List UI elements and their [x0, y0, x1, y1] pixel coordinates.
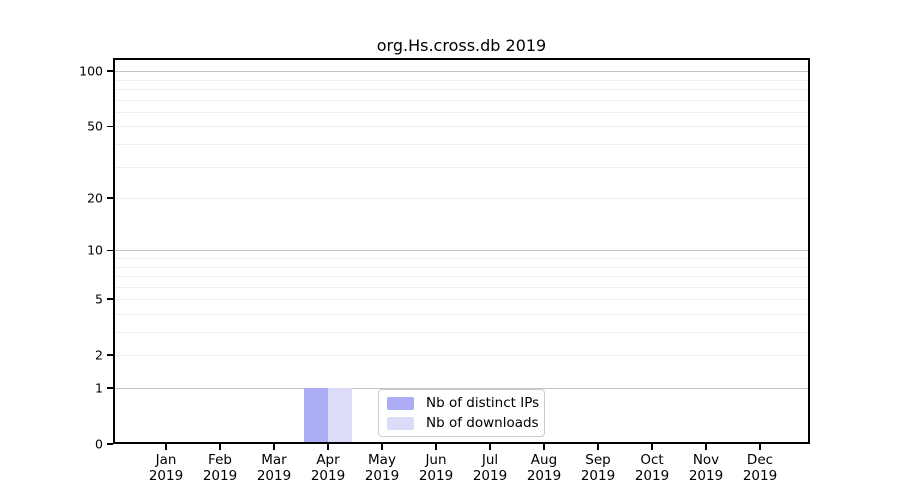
x-tick-label-mar: Mar 2019 [257, 452, 291, 484]
year-label: 2019 [148, 468, 184, 484]
legend-label-distinct-ips: Nb of distinct IPs [426, 395, 540, 411]
year-label: 2019 [472, 468, 508, 484]
gridline-minor [113, 286, 810, 288]
x-tick-jun [435, 444, 437, 450]
y-tick-label-50: 50 [87, 118, 103, 134]
legend-label-downloads: Nb of downloads [426, 415, 539, 431]
x-tick-jan [165, 444, 167, 450]
month-label: Apr [316, 452, 340, 468]
x-tick-label-oct: Oct 2019 [635, 452, 669, 484]
year-label: 2019 [634, 468, 670, 484]
gridline-minor [113, 198, 810, 200]
y-tick-label-0: 0 [95, 436, 103, 452]
x-tick-mar [273, 444, 275, 450]
gridline-major [113, 71, 810, 73]
y-tick-label-5: 5 [95, 291, 103, 307]
y-tick-label-2: 2 [95, 347, 103, 363]
y-tick-20 [107, 197, 113, 199]
year-label: 2019 [310, 468, 346, 484]
x-tick-sep [597, 444, 599, 450]
gridline-minor [113, 314, 810, 315]
gridline-minor [113, 332, 810, 334]
y-tick-label-10: 10 [87, 242, 103, 258]
x-tick-label-jan: Jan 2019 [149, 452, 183, 484]
month-label: May [368, 452, 396, 468]
x-tick-label-jul: Jul 2019 [473, 452, 507, 484]
x-tick-nov [705, 444, 707, 450]
chart-title: org.Hs.cross.db 2019 [376, 36, 547, 55]
gridline-minor [113, 79, 810, 81]
year-label: 2019 [202, 468, 238, 484]
legend-entry-distinct-ips: Nb of distinct IPs [387, 395, 544, 411]
year-label: 2019 [418, 468, 454, 484]
gridline-minor [113, 258, 810, 260]
x-tick-jul [489, 444, 491, 450]
gridline-major [113, 388, 810, 390]
gridline-major [113, 250, 810, 252]
gridline-minor [113, 144, 810, 146]
legend: Nb of distinct IPs Nb of downloads [378, 389, 545, 437]
gridline-minor [113, 299, 810, 301]
gridline-minor [113, 99, 810, 101]
y-tick-2 [107, 354, 113, 357]
year-label: 2019 [688, 468, 724, 484]
month-label: Jun [425, 452, 447, 468]
gridline-minor [113, 166, 810, 168]
x-tick-label-nov: Nov 2019 [689, 452, 723, 484]
year-label: 2019 [580, 468, 616, 484]
x-tick-label-may: May 2019 [365, 452, 399, 484]
gridline-minor [113, 89, 810, 91]
x-tick-oct [651, 444, 653, 450]
y-tick-10 [107, 249, 113, 252]
month-label: Sep [585, 452, 611, 468]
gridline-minor [113, 276, 810, 278]
x-tick-label-aug: Aug 2019 [527, 452, 561, 484]
year-label: 2019 [256, 468, 292, 484]
month-label: Nov [692, 452, 720, 468]
x-tick-label-feb: Feb 2019 [203, 452, 237, 484]
gridline-minor [113, 266, 810, 268]
x-tick-dec [759, 444, 761, 450]
legend-swatch-downloads [387, 416, 414, 430]
y-tick-50 [107, 125, 113, 128]
bar-apr-series0 [304, 388, 328, 444]
month-label: Oct [640, 452, 664, 468]
x-tick-apr [327, 444, 329, 450]
gridline-minor [113, 355, 810, 357]
y-tick-1 [107, 387, 113, 389]
month-label: Jan [155, 452, 177, 468]
year-label: 2019 [742, 468, 778, 484]
month-label: Mar [261, 452, 287, 468]
year-label: 2019 [364, 468, 400, 484]
y-tick-label-20: 20 [87, 190, 103, 206]
gridline-minor [113, 126, 810, 128]
month-label: Dec [746, 452, 774, 468]
gridline-minor [113, 111, 810, 113]
legend-swatch-distinct-ips [387, 396, 414, 410]
plot-area: Nb of distinct IPs Nb of downloads [113, 58, 810, 444]
legend-entry-downloads: Nb of downloads [387, 415, 544, 431]
x-tick-may [381, 444, 383, 450]
x-tick-label-sep: Sep 2019 [581, 452, 615, 484]
x-tick-label-apr: Apr 2019 [311, 452, 345, 484]
month-label: Feb [208, 452, 232, 468]
month-label: Aug [530, 452, 558, 468]
x-tick-label-dec: Dec 2019 [743, 452, 777, 484]
year-label: 2019 [526, 468, 562, 484]
bar-apr-series1 [328, 388, 352, 444]
y-tick-100 [107, 70, 113, 73]
y-tick-label-1: 1 [95, 380, 103, 396]
month-label: Jul [481, 452, 499, 468]
y-tick-label-100: 100 [79, 63, 103, 79]
x-tick-label-jun: Jun 2019 [419, 452, 453, 484]
x-tick-aug [543, 444, 545, 450]
y-tick-5 [107, 298, 113, 301]
x-tick-feb [219, 444, 221, 450]
y-tick-0 [107, 443, 113, 445]
